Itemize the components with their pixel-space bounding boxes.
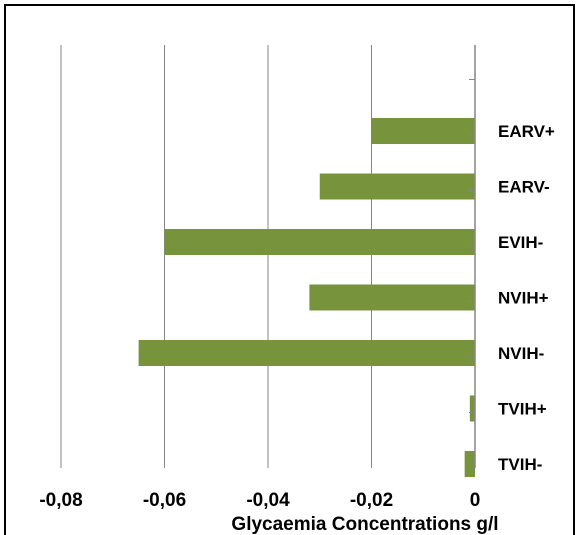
bar-EARV+: [371, 118, 475, 144]
bars: [138, 118, 475, 477]
category-labels: EARV+ EARV- EVIH- NVIH+ NVIH- TVIH+ TVIH-: [498, 122, 555, 474]
bar-NVIH+: [309, 284, 475, 311]
category-label: NVIH+: [498, 289, 549, 308]
x-tick-label: -0,04: [246, 490, 290, 511]
category-label: TVIH+: [498, 400, 547, 419]
x-tick-label: 0: [470, 490, 481, 511]
x-tick-label: -0,06: [143, 490, 186, 511]
x-tick-label: -0,02: [350, 490, 393, 511]
category-label: EARV-: [498, 178, 550, 197]
bar-NVIH-: [138, 340, 475, 366]
x-axis-title: Glycaemia Concentrations g/l: [231, 514, 498, 535]
bar-TVIH+: [469, 395, 475, 422]
category-label: NVIH-: [498, 344, 544, 363]
category-label: TVIH-: [498, 455, 542, 474]
bar-TVIH-: [464, 451, 475, 477]
y-axis: [469, 45, 476, 469]
gridlines: [60, 45, 372, 468]
category-label: EARV+: [498, 122, 555, 141]
x-tick-labels: -0,08 -0,06 -0,04 -0,02 0: [39, 490, 480, 511]
x-tick-label: -0,08: [39, 490, 82, 511]
chart-frame: [4, 4, 575, 535]
category-label: EVIH-: [498, 233, 543, 252]
bar-EARV-: [319, 173, 475, 200]
bar-EVIH-: [164, 229, 475, 255]
